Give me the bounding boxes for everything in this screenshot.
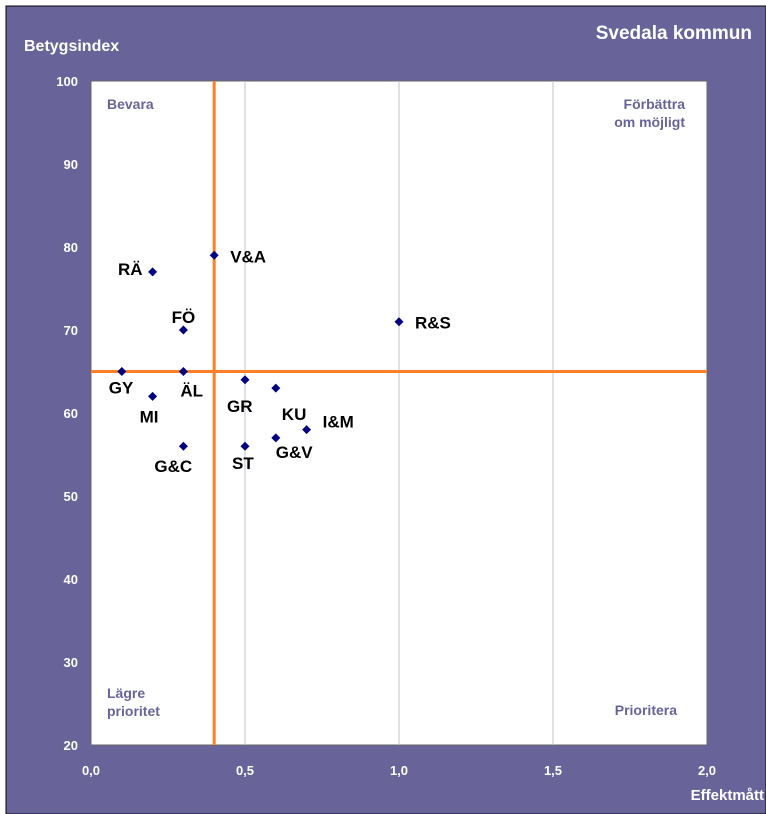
point-label: KU <box>282 405 307 424</box>
point-label: I&M <box>323 413 354 432</box>
y-tick-label: 70 <box>64 323 78 338</box>
data-points <box>117 250 404 451</box>
point-label: G&V <box>276 443 314 462</box>
y-tick-labels: 20 30 40 50 60 70 80 90 100 <box>56 74 78 753</box>
quadrant-labels: Bevara Förbättra om möjligt Lägre prioritet P… <box>107 96 685 719</box>
quadrant-label-bottom-left: Lägre <box>107 685 145 701</box>
y-tick-label: 20 <box>64 738 78 753</box>
y-axis-title: Betygsindex <box>24 38 119 55</box>
point-label: MI <box>140 407 159 426</box>
x-tick-label: 0,5 <box>236 763 254 778</box>
point-label: FÖ <box>172 308 196 327</box>
point-label: V&A <box>230 247 266 266</box>
reference-lines <box>91 81 707 745</box>
point-label: GY <box>109 379 134 398</box>
quadrant-label-top-right: Förbättra <box>624 96 686 112</box>
quadrant-label-top-right: om möjligt <box>614 114 685 130</box>
data-point <box>394 317 404 327</box>
data-point <box>209 250 219 260</box>
data-point <box>240 375 250 385</box>
y-tick-label: 90 <box>64 157 78 172</box>
chart-title: Svedala kommun <box>596 23 752 44</box>
data-point <box>302 425 312 435</box>
gridlines <box>244 81 554 745</box>
point-label: ST <box>232 454 254 473</box>
x-tick-label: 0,0 <box>82 763 100 778</box>
point-labels: V&A RÄ R&S FÖ GY ÄL GR KU MI I&M G&V G&C ST <box>109 247 451 476</box>
data-point <box>240 441 250 451</box>
y-tick-label: 50 <box>64 489 78 504</box>
quadrant-label-bottom-left: prioritet <box>107 703 160 719</box>
data-point <box>271 433 281 443</box>
x-tick-label: 1,5 <box>544 763 562 778</box>
data-point <box>117 367 127 376</box>
x-tick-label: 1,0 <box>390 763 408 778</box>
point-label: G&C <box>154 457 192 476</box>
data-point <box>271 383 281 393</box>
x-axis-title: Effektmått <box>691 787 764 804</box>
point-label: GR <box>227 397 253 416</box>
y-tick-label: 60 <box>64 406 78 421</box>
quadrant-label-top-left: Bevara <box>107 96 154 112</box>
quadrant-label-bottom-right: Prioritera <box>615 702 677 718</box>
point-label: R&S <box>415 314 451 333</box>
data-point <box>148 391 158 401</box>
data-point <box>178 367 188 376</box>
point-label: ÄL <box>180 382 203 401</box>
y-tick-label: 30 <box>64 655 78 670</box>
data-point <box>148 267 158 277</box>
x-tick-label: 2,0 <box>698 763 716 778</box>
y-tick-label: 100 <box>56 74 78 89</box>
point-label: RÄ <box>118 260 143 279</box>
y-tick-label: 80 <box>64 240 78 255</box>
data-point <box>178 325 188 335</box>
x-tick-labels: 0,0 0,5 1,0 1,5 2,0 <box>82 763 716 778</box>
y-tick-label: 40 <box>64 572 78 587</box>
data-point <box>178 441 188 451</box>
